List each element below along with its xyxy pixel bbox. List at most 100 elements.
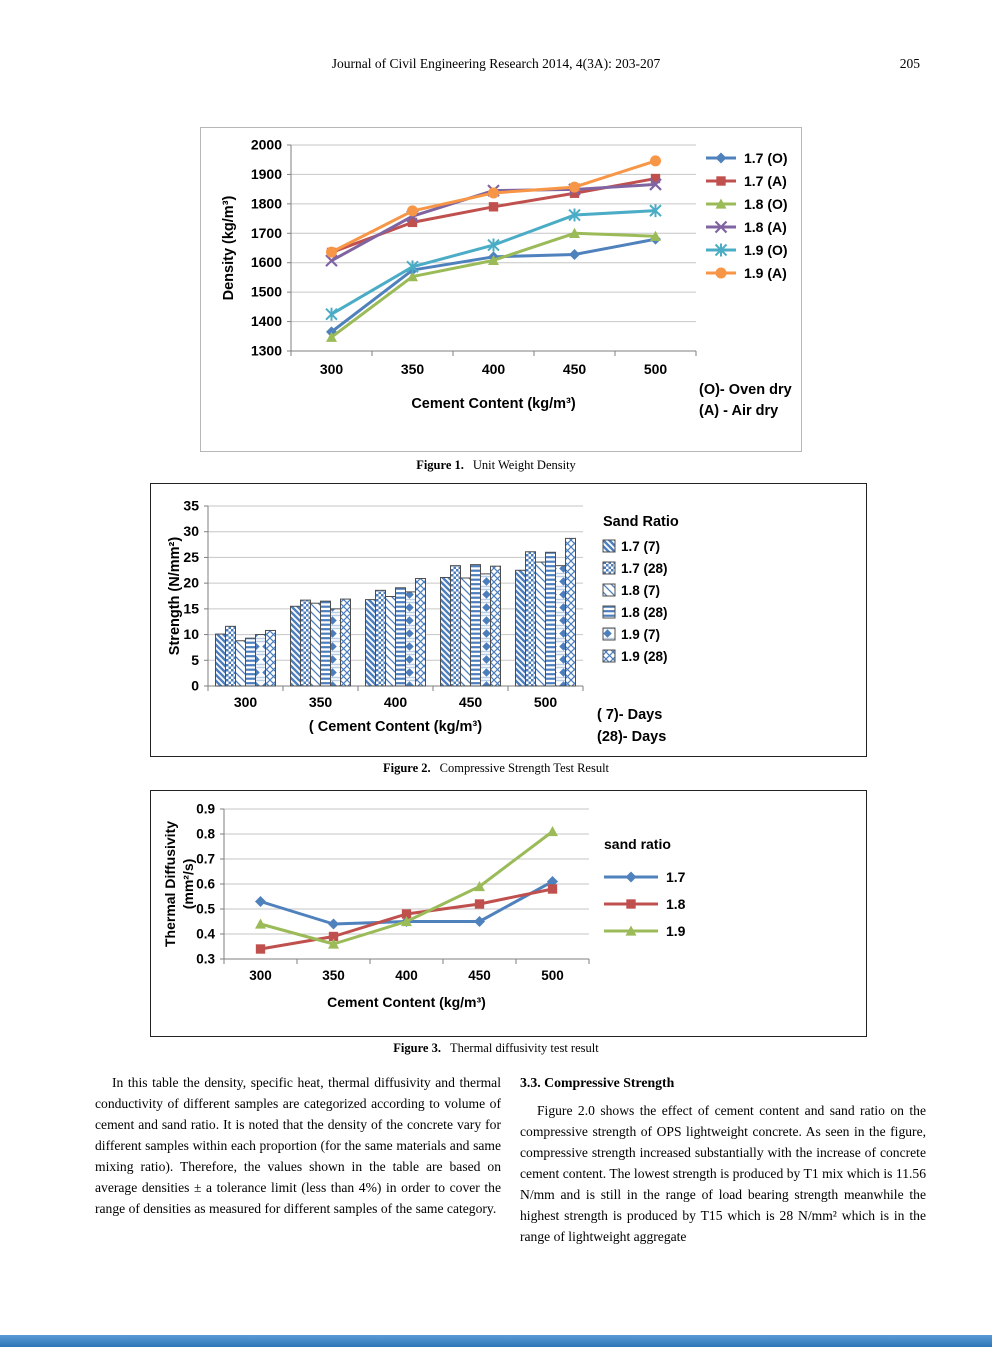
bar-450-1.9 (7) (480, 573, 491, 687)
body-text-columns: In this table the density, specific heat… (95, 1072, 927, 1247)
svg-text:1500: 1500 (251, 284, 282, 300)
bar-400-1.7 (7) (365, 599, 376, 687)
bar-450-1.8 (7) (460, 577, 471, 687)
svg-text:500: 500 (534, 694, 558, 710)
journal-reference: Journal of Civil Engineering Research 20… (331, 56, 661, 71)
bar-350-1.8 (28) (320, 600, 331, 687)
svg-text:35: 35 (183, 498, 199, 514)
svg-text:(28)- Days: (28)- Days (597, 729, 666, 745)
bar-500-1.9 (7) (555, 565, 566, 687)
svg-text:350: 350 (309, 694, 333, 710)
svg-text:25: 25 (183, 549, 199, 565)
svg-text:1.9 (7): 1.9 (7) (621, 627, 660, 642)
svg-text:(O)- Oven dry: (O)- Oven dry (699, 382, 792, 398)
svg-text:300: 300 (249, 968, 272, 983)
figure2-caption-label: Figure 2. (382, 761, 431, 775)
svg-text:450: 450 (459, 694, 483, 710)
bar-400-1.9 (28) (415, 578, 426, 687)
svg-text:1800: 1800 (251, 195, 282, 211)
bar-300-1.9 (28) (265, 629, 276, 687)
svg-text:450: 450 (563, 361, 587, 377)
bar-350-1.7 (7) (290, 605, 301, 687)
svg-text:0.6: 0.6 (196, 877, 215, 892)
series-1.8 (255, 884, 558, 954)
series-1.9 (O) (325, 204, 662, 321)
bar-400-1.7 (28) (375, 589, 386, 687)
bar-350-1.9 (28) (340, 598, 351, 687)
svg-text:Thermal Diffusivity: Thermal Diffusivity (162, 821, 178, 947)
pdf-viewer-bottom-bar (0, 1335, 992, 1347)
bar-500-1.8 (28) (545, 551, 556, 687)
figure2-strength-chart: 0 5 10 15 20 25 30 35 300 350 400 450 500 ( Cement Co… (167, 498, 679, 746)
svg-text:(A) - Air dry: (A) - Air dry (699, 403, 778, 419)
svg-text:0.5: 0.5 (196, 902, 215, 917)
bar-500-1.8 (7) (535, 561, 546, 687)
svg-text:( Cement Content (kg/m³): ( Cement Content (kg/m³) (309, 719, 482, 735)
bar-300-1.9 (7) (255, 634, 266, 687)
bar-400-1.8 (7) (385, 596, 396, 687)
bar-450-1.7 (28) (450, 565, 461, 687)
svg-text:0.8: 0.8 (196, 827, 215, 842)
bar-350-1.7 (28) (300, 599, 311, 687)
right-column: 3.3. Compressive Strength Figure 2.0 sho… (520, 1072, 926, 1247)
svg-text:0.3: 0.3 (196, 952, 215, 967)
svg-text:1.9 (O): 1.9 (O) (744, 242, 788, 258)
svg-text:300: 300 (320, 361, 344, 377)
figure3-frame: 0.3 0.4 0.5 0.6 0.7 0.8 0.9 300 350 400 450 500 Ceme… (150, 790, 867, 1037)
svg-text:1.8 (7): 1.8 (7) (621, 583, 660, 598)
bar-500-1.7 (7) (515, 569, 526, 687)
right-paragraph: Figure 2.0 shows the effect of cement co… (520, 1103, 926, 1244)
svg-text:1.9 (A): 1.9 (A) (744, 265, 787, 281)
svg-text:Cement Content (kg/m³): Cement Content (kg/m³) (411, 396, 576, 412)
svg-text:1.7 (7): 1.7 (7) (621, 539, 660, 554)
svg-text:20: 20 (183, 575, 199, 591)
bar-500-1.9 (28) (565, 537, 576, 687)
svg-text:300: 300 (234, 694, 258, 710)
svg-text:30: 30 (183, 523, 199, 539)
figure3-caption-label: Figure 3. (393, 1041, 441, 1055)
svg-text:400: 400 (395, 968, 418, 983)
bar-350-1.9 (7) (330, 608, 341, 687)
svg-text:1.7 (A): 1.7 (A) (744, 173, 787, 189)
bar-450-1.8 (28) (470, 564, 481, 687)
svg-text:5: 5 (191, 652, 199, 668)
svg-text:Density (kg/m³): Density (kg/m³) (221, 195, 237, 300)
bar-500-1.7 (28) (525, 551, 536, 687)
bar-300-1.8 (28) (245, 637, 256, 687)
bar-450-1.9 (28) (490, 565, 501, 687)
svg-text:1.8 (O): 1.8 (O) (744, 196, 788, 212)
svg-text:400: 400 (384, 694, 408, 710)
svg-text:1.8 (28): 1.8 (28) (621, 605, 668, 620)
svg-text:sand ratio: sand ratio (604, 836, 671, 852)
legend: 1.7 (O) 1.7 (A) 1.8 (O) 1.8 (A) 1.9 (O) 1.9 (… (706, 150, 788, 281)
figure3-diffusivity-chart: 0.3 0.4 0.5 0.6 0.7 0.8 0.9 300 350 400 450 500 Ceme… (162, 802, 686, 1011)
svg-text:1900: 1900 (251, 166, 282, 182)
svg-text:1.7: 1.7 (666, 869, 686, 885)
figure1-density-chart: 1300 1400 1500 1600 1700 1800 1900 2000 300 350 40… (221, 137, 792, 420)
svg-text:10: 10 (183, 626, 199, 642)
figure1-caption: Figure 1. Unit Weight Density (0, 458, 992, 473)
section-heading: 3.3. Compressive Strength (520, 1075, 675, 1090)
svg-text:Strength (N/mm²): Strength (N/mm²) (167, 537, 183, 656)
svg-text:( 7)- Days: ( 7)- Days (597, 707, 662, 723)
svg-text:1.7 (28): 1.7 (28) (621, 561, 668, 576)
figure1-caption-label: Figure 1. (416, 458, 464, 472)
svg-text:500: 500 (541, 968, 564, 983)
bar-300-1.7 (7) (215, 633, 226, 687)
bar-300-1.8 (7) (235, 640, 246, 687)
svg-text:500: 500 (644, 361, 668, 377)
svg-text:1.9 (28): 1.9 (28) (621, 649, 668, 664)
svg-text:2000: 2000 (251, 137, 282, 153)
svg-text:400: 400 (482, 361, 506, 377)
bar-350-1.8 (7) (310, 602, 321, 687)
svg-text:Cement Content (kg/m³): Cement Content (kg/m³) (327, 994, 486, 1010)
svg-text:15: 15 (183, 600, 199, 616)
legend: Sand Ratio 1.7 (7) 1.7 (28) 1.8 (7) 1.8 (28)… (602, 514, 679, 664)
page-number: 205 (899, 56, 920, 71)
svg-text:350: 350 (322, 968, 345, 983)
svg-text:0.4: 0.4 (196, 927, 215, 942)
svg-text:1.7 (O): 1.7 (O) (744, 150, 788, 166)
bar-450-1.7 (7) (440, 576, 451, 687)
svg-text:450: 450 (468, 968, 491, 983)
